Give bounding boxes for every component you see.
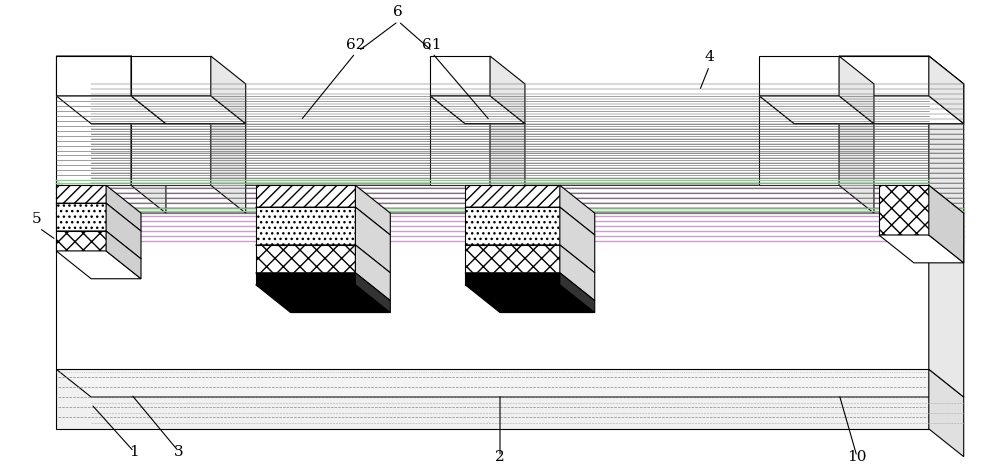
Polygon shape (929, 185, 964, 397)
Polygon shape (211, 96, 246, 213)
Polygon shape (211, 56, 246, 123)
Polygon shape (839, 56, 964, 84)
Polygon shape (256, 273, 390, 301)
Polygon shape (430, 56, 490, 96)
Polygon shape (560, 207, 595, 273)
Polygon shape (465, 185, 560, 207)
Polygon shape (106, 231, 141, 279)
Polygon shape (759, 96, 839, 185)
Polygon shape (256, 245, 355, 273)
Polygon shape (759, 96, 874, 123)
Polygon shape (56, 56, 166, 84)
Polygon shape (56, 56, 131, 96)
Polygon shape (56, 231, 106, 251)
Polygon shape (355, 245, 390, 301)
Polygon shape (560, 185, 595, 235)
Text: 62: 62 (346, 38, 365, 52)
Polygon shape (131, 56, 166, 123)
Polygon shape (56, 185, 964, 213)
Polygon shape (56, 369, 929, 429)
Text: 6: 6 (393, 5, 403, 19)
Polygon shape (465, 285, 595, 313)
Polygon shape (465, 207, 595, 235)
Polygon shape (929, 369, 964, 457)
Polygon shape (839, 56, 929, 96)
Polygon shape (56, 251, 141, 279)
Text: 2: 2 (495, 450, 505, 464)
Polygon shape (256, 185, 355, 207)
Polygon shape (430, 96, 490, 185)
Polygon shape (256, 207, 355, 245)
Polygon shape (56, 369, 964, 397)
Polygon shape (355, 273, 390, 313)
Polygon shape (131, 96, 246, 123)
Polygon shape (430, 96, 525, 123)
Polygon shape (56, 96, 166, 123)
Polygon shape (355, 185, 390, 235)
Polygon shape (465, 207, 560, 245)
Polygon shape (465, 245, 560, 273)
Polygon shape (560, 245, 595, 301)
Polygon shape (839, 56, 874, 123)
Polygon shape (56, 231, 141, 259)
Polygon shape (106, 203, 141, 259)
Polygon shape (131, 96, 211, 185)
Polygon shape (759, 96, 874, 123)
Polygon shape (490, 96, 525, 213)
Polygon shape (131, 56, 166, 213)
Polygon shape (256, 207, 390, 235)
Polygon shape (490, 56, 525, 123)
Polygon shape (430, 96, 525, 123)
Polygon shape (106, 185, 141, 231)
Polygon shape (839, 56, 929, 185)
Polygon shape (560, 273, 595, 313)
Text: 10: 10 (847, 450, 867, 464)
Text: 61: 61 (422, 38, 442, 52)
Polygon shape (465, 245, 595, 273)
Polygon shape (929, 56, 964, 213)
Polygon shape (465, 273, 595, 301)
Polygon shape (256, 245, 390, 273)
Polygon shape (355, 207, 390, 273)
Polygon shape (56, 185, 106, 203)
Polygon shape (56, 203, 141, 231)
Polygon shape (879, 235, 964, 263)
Polygon shape (929, 185, 964, 263)
Polygon shape (256, 273, 355, 285)
Polygon shape (465, 273, 560, 285)
Polygon shape (839, 96, 964, 123)
Polygon shape (759, 56, 839, 96)
Polygon shape (929, 56, 964, 123)
Polygon shape (879, 185, 929, 235)
Polygon shape (56, 56, 131, 185)
Text: 4: 4 (705, 50, 714, 64)
Polygon shape (56, 185, 929, 369)
Polygon shape (839, 96, 874, 213)
Polygon shape (131, 56, 211, 96)
Polygon shape (256, 285, 390, 313)
Text: 3: 3 (174, 445, 184, 459)
Text: 1: 1 (129, 445, 139, 459)
Text: 5: 5 (31, 212, 41, 226)
Polygon shape (131, 96, 246, 123)
Polygon shape (56, 203, 106, 231)
